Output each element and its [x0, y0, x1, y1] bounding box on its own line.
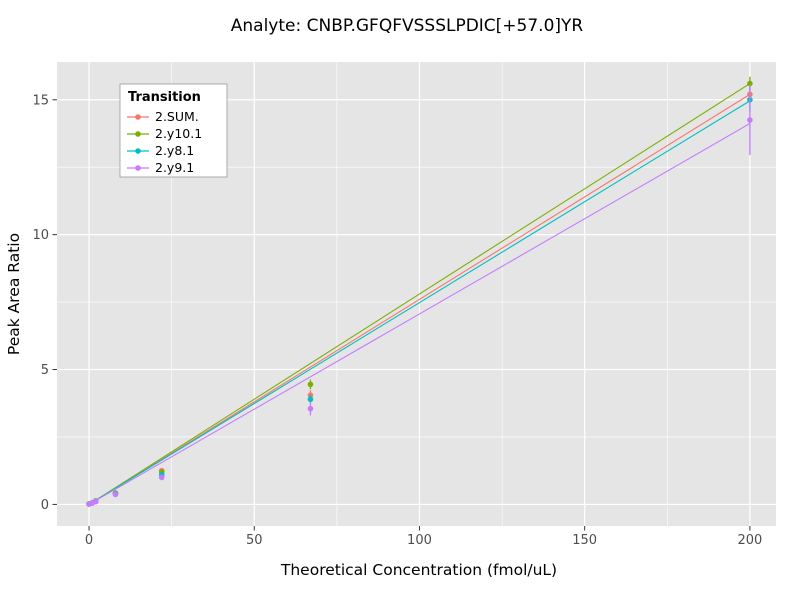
legend-item-label: 2.y9.1: [155, 160, 194, 175]
legend-item: 2.y10.1: [127, 126, 202, 141]
legend-item-label: 2.y10.1: [155, 126, 202, 141]
legend-key-point: [135, 148, 141, 154]
data-point: [747, 80, 753, 87]
chart-title: Analyte: CNBP.GFQFVSSSLPDIC[+57.0]YR: [231, 16, 584, 36]
y-tick-label: 0: [41, 498, 49, 513]
data-point: [158, 474, 165, 481]
data-point: [307, 396, 314, 403]
legend-item: 2.y9.1: [127, 160, 194, 175]
legend-key-point: [135, 114, 141, 120]
data-point: [92, 498, 99, 505]
legend-item-label: 2.SUM.: [155, 109, 199, 124]
series-2-y9-1: [86, 84, 753, 507]
y-tick-label: 15: [32, 93, 49, 108]
legend-item: 2.y8.1: [127, 143, 194, 158]
legend-key-point: [135, 131, 141, 137]
y-tick-label: 10: [32, 228, 49, 243]
x-tick-label: 150: [572, 533, 597, 548]
x-tick-label: 200: [737, 533, 762, 548]
fit-line: [88, 93, 751, 505]
data-point: [112, 491, 119, 498]
fit-line: [88, 83, 751, 505]
legend-item-label: 2.y8.1: [155, 143, 194, 158]
x-tick-label: 50: [246, 533, 263, 548]
legend-title: Transition: [128, 90, 201, 105]
data-point: [307, 405, 314, 412]
fit-line: [88, 100, 751, 505]
panel-layer: 0 50 100 150 200 0 5 10 15 Transition 2.SUM. 2.y10.…: [32, 62, 776, 548]
fit-line: [88, 123, 751, 505]
legend-key-point: [135, 165, 141, 171]
legend: Transition 2.SUM. 2.y10.1 2.y8.1 2.y9.1: [119, 83, 228, 178]
x-axis-title: Theoretical Concentration (fmol/uL): [280, 561, 557, 579]
data-point: [747, 117, 753, 123]
legend-item: 2.SUM.: [127, 109, 199, 124]
legend-box: [119, 83, 228, 178]
data-point: [307, 381, 314, 388]
x-tick-label: 100: [407, 533, 432, 548]
x-tick-label: 0: [85, 533, 93, 548]
y-axis-title: Peak Area Ratio: [5, 233, 23, 355]
y-tick-label: 5: [41, 363, 49, 378]
